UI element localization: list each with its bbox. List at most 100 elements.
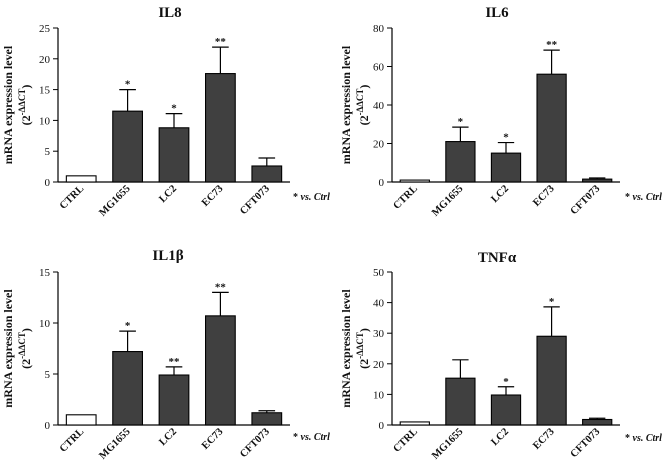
bar-lc2 [490,394,522,426]
bar-mg1655 [445,377,476,426]
y-tick-label: 10 [39,115,51,127]
y-axis-unit-base: (2 [357,359,371,369]
y-tick-label: 20 [373,139,385,151]
bar-cft073 [251,165,283,183]
y-axis-unit-superscript: -ΔΔCT [355,332,365,359]
bar-cft073 [582,418,613,426]
significance-marker: * [171,103,177,115]
y-tick-label: 20 [39,54,51,66]
y-axis-unit-superscript: -ΔΔCT [17,332,27,359]
y-axis-label: mRNA expression level [339,45,353,164]
y-axis-unit-superscript: -ΔΔCT [355,89,365,116]
y-tick-label: 5 [45,369,51,381]
chart-title: IL8 [158,5,181,21]
chart-panel-0: IL8 mRNA expression level (2-ΔΔCT) 0 5 10 15 20… [1,5,330,219]
bar-lc2 [158,374,190,426]
x-tick-label: CFT073 [569,183,603,217]
x-tick-label: LC2 [157,426,179,448]
y-tick-label: 80 [373,23,385,35]
significance-marker: * [549,296,555,308]
chart-title: TNFα [478,250,517,266]
bar-mg1655 [112,110,143,183]
significance-marker: * [458,116,464,128]
bar-ctrl [65,414,97,426]
y-tick-label: 0 [45,177,51,189]
y-tick-label: 50 [373,267,385,279]
y-tick-label: 0 [45,420,51,432]
bar-ec73 [536,335,567,426]
significance-note: * vs. Ctrl [625,192,662,203]
y-tick-label: 5 [45,146,51,158]
significance-marker: * [503,132,509,144]
x-tick-label: MG1655 [97,183,132,218]
y-axis-unit-close: ) [357,328,371,332]
x-tick-label: LC2 [489,183,511,205]
y-axis-unit-base: (2 [19,359,33,369]
x-tick-label: EC73 [200,426,226,452]
y-tick-label: 15 [39,85,51,97]
y-tick-label: 0 [379,177,385,189]
y-tick-label: 20 [373,359,385,371]
bar-lc2 [490,152,522,183]
y-tick-label: 25 [39,23,51,35]
significance-marker: ** [215,36,227,48]
chart-title: IL6 [485,5,509,21]
bar-lc2 [158,127,190,183]
y-tick-label: 40 [373,298,385,310]
significance-note-text: vs. Ctrl [633,192,663,203]
significance-marker: * [125,320,131,332]
y-tick-label: 10 [39,318,51,330]
x-tick-label: CTRL [392,183,420,211]
significance-note-star: * [625,433,633,444]
bar-cft073 [251,412,283,426]
y-axis-unit-label: (2-ΔΔCT) [355,328,371,369]
y-axis-unit-superscript: -ΔΔCT [17,89,27,116]
x-tick-label: LC2 [157,183,179,205]
x-tick-label: LC2 [489,426,511,448]
significance-note: * vs. Ctrl [625,433,662,444]
significance-note-star: * [293,192,301,203]
significance-marker: * [503,376,509,388]
bar-ctrl [399,421,430,426]
x-tick-label: CFT073 [569,426,603,460]
y-axis-unit-base: (2 [357,115,371,125]
x-tick-label: EC73 [531,426,557,452]
y-tick-label: 0 [379,420,385,432]
bar-ec73 [205,73,236,183]
bar-mg1655 [445,141,476,183]
significance-marker: ** [169,356,181,368]
significance-note: * vs. Ctrl [293,192,330,203]
x-tick-label: CFT073 [238,183,272,217]
bar-ec73 [536,73,567,183]
x-tick-label: CTRL [392,426,420,454]
y-tick-label: 60 [373,62,385,74]
y-axis-unit-close: ) [19,85,33,89]
y-tick-label: 15 [39,267,51,279]
bar-cft073 [582,178,613,183]
significance-marker: ** [546,39,558,51]
significance-note-star: * [293,432,301,443]
y-axis-unit-close: ) [19,328,33,332]
x-tick-label: CFT073 [238,426,272,460]
significance-note-text: vs. Ctrl [301,192,331,203]
y-tick-label: 30 [373,328,385,340]
significance-note-text: vs. Ctrl [633,433,663,444]
bar-mg1655 [112,351,143,426]
x-tick-label: MG1655 [97,426,132,461]
y-axis-unit-base: (2 [19,115,33,125]
significance-note: * vs. Ctrl [293,432,330,443]
bar-ctrl [399,179,430,183]
y-axis-label: mRNA expression level [1,289,15,408]
x-tick-label: EC73 [531,183,557,209]
significance-note-text: vs. Ctrl [301,432,331,443]
y-tick-label: 40 [373,100,385,112]
y-axis-label: mRNA expression level [1,45,15,164]
significance-note-star: * [625,192,633,203]
x-tick-label: EC73 [200,183,226,209]
x-tick-label: CTRL [58,426,86,454]
